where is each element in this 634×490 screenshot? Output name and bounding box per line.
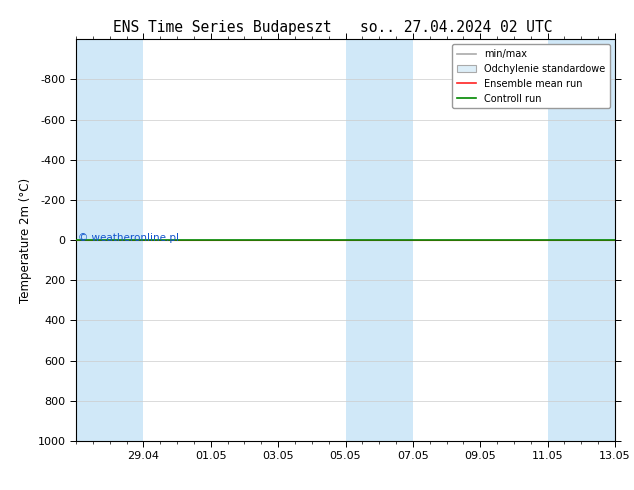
Y-axis label: Temperature 2m (°C): Temperature 2m (°C) xyxy=(19,177,32,303)
Legend: min/max, Odchylenie standardowe, Ensemble mean run, Controll run: min/max, Odchylenie standardowe, Ensembl… xyxy=(452,44,610,108)
Bar xyxy=(346,39,413,441)
Bar xyxy=(76,39,143,441)
Text: so.. 27.04.2024 02 UTC: so.. 27.04.2024 02 UTC xyxy=(360,20,553,35)
Text: ENS Time Series Budapeszt: ENS Time Series Budapeszt xyxy=(112,20,332,35)
Text: © weatheronline.pl: © weatheronline.pl xyxy=(78,233,179,243)
Bar xyxy=(548,39,615,441)
